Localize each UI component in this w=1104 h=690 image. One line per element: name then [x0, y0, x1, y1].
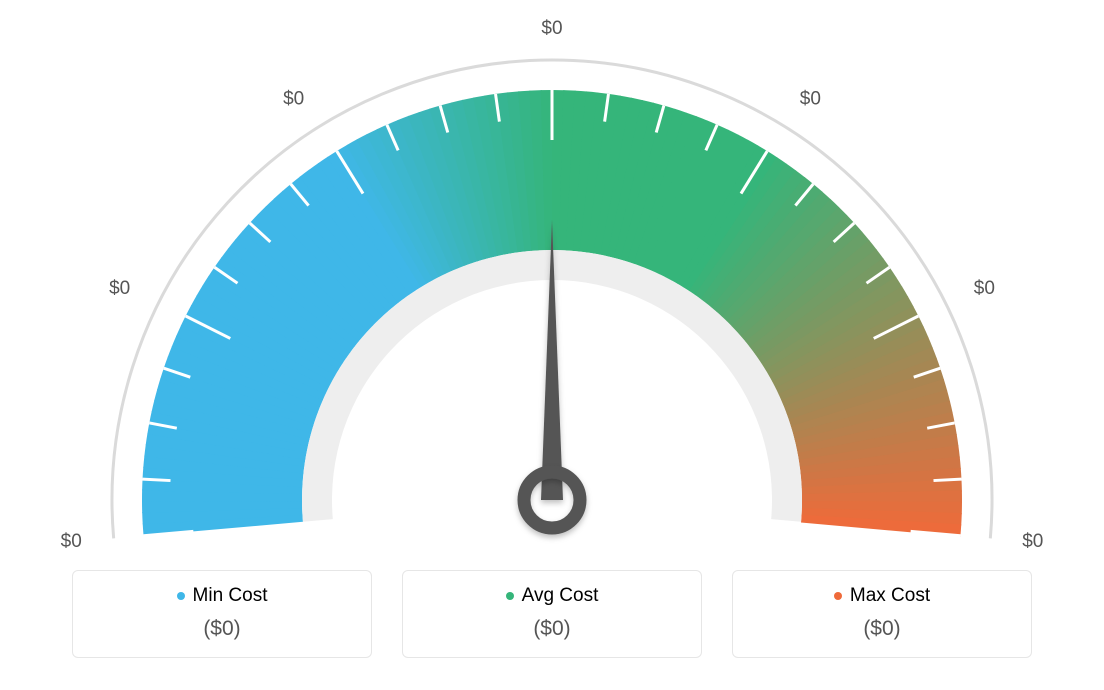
legend-card-avg: Avg Cost ($0) [402, 570, 702, 658]
legend-text-avg: Avg Cost [522, 585, 599, 607]
svg-text:$0: $0 [800, 88, 821, 109]
legend-value-min: ($0) [83, 617, 361, 641]
legend-card-min: Min Cost ($0) [72, 570, 372, 658]
legend-text-max: Max Cost [850, 585, 930, 607]
gauge-chart: $0 $0 $0 $0 $0 $0 $0 [0, 0, 1104, 560]
legend-label-avg: Avg Cost [506, 585, 599, 607]
svg-text:$0: $0 [1022, 531, 1043, 552]
svg-text:$0: $0 [974, 278, 995, 299]
svg-text:$0: $0 [283, 88, 304, 109]
legend-value-max: ($0) [743, 617, 1021, 641]
legend-dot-max [834, 592, 842, 600]
legend-label-min: Min Cost [177, 585, 268, 607]
legend-dot-min [177, 592, 185, 600]
svg-text:$0: $0 [541, 18, 562, 39]
svg-text:$0: $0 [109, 278, 130, 299]
legend-dot-avg [506, 592, 514, 600]
svg-text:$0: $0 [61, 531, 82, 552]
legend-value-avg: ($0) [413, 617, 691, 641]
legend-label-max: Max Cost [834, 585, 930, 607]
legend-card-max: Max Cost ($0) [732, 570, 1032, 658]
legend-row: Min Cost ($0) Avg Cost ($0) Max Cost ($0… [0, 570, 1104, 658]
legend-text-min: Min Cost [193, 585, 268, 607]
